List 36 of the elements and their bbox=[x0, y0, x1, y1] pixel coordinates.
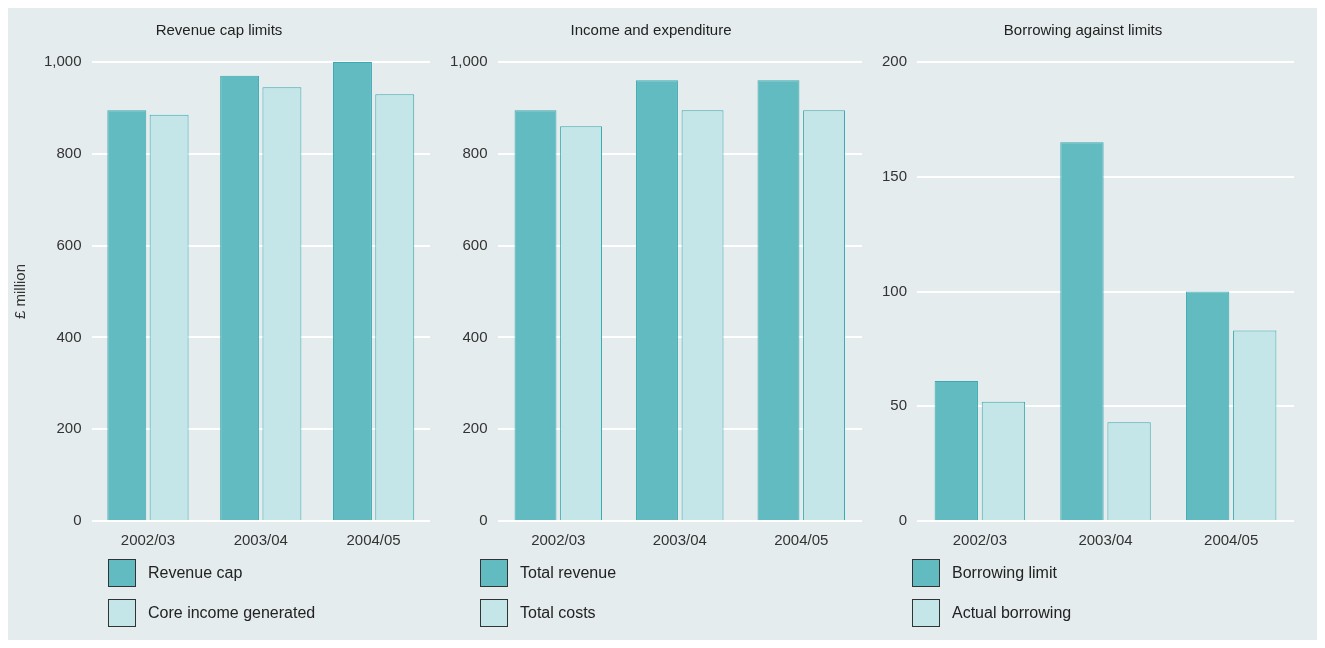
legend-label: Total costs bbox=[520, 604, 596, 622]
x-tick-label: 2002/03 bbox=[120, 531, 176, 549]
chart-title: Income and expenditure bbox=[570, 21, 732, 39]
y-tick-label: 200 bbox=[56, 419, 82, 437]
y-tick-label: 1,000 bbox=[449, 52, 488, 70]
y-tick-label: 200 bbox=[462, 419, 488, 437]
x-tick-label: 2003/04 bbox=[652, 531, 707, 549]
x-tick-label: 2004/05 bbox=[774, 531, 829, 549]
y-tick-label: 1,000 bbox=[43, 52, 82, 70]
y-tick-label: 600 bbox=[462, 235, 488, 253]
y-tick-label: 0 bbox=[479, 511, 488, 529]
x-tick-label: 2004/05 bbox=[346, 531, 401, 549]
legend-label: Total revenue bbox=[520, 564, 617, 582]
legend-label: Core income generated bbox=[148, 604, 316, 622]
chart-title: Revenue cap limits bbox=[155, 21, 283, 39]
y-tick-label: 800 bbox=[56, 143, 82, 161]
y-tick-label: 600 bbox=[56, 235, 82, 253]
x-tick-label: 2003/04 bbox=[1078, 531, 1133, 549]
y-tick-label: 400 bbox=[56, 327, 82, 345]
legend-label: Revenue cap bbox=[148, 564, 243, 582]
y-tick-label: 0 bbox=[73, 511, 82, 529]
legend-label: Actual borrowing bbox=[952, 604, 1072, 622]
y-tick-label: 200 bbox=[882, 52, 908, 70]
y-tick-label: 100 bbox=[882, 281, 908, 299]
y-tick-label: 0 bbox=[898, 511, 908, 529]
x-tick-label: 2004/05 bbox=[1204, 531, 1259, 549]
y-tick-label: 400 bbox=[462, 327, 488, 345]
y-tick-label: 150 bbox=[882, 166, 908, 184]
y-tick-label: 50 bbox=[890, 396, 908, 414]
legend-label: Borrowing limit bbox=[952, 564, 1057, 582]
y-axis-title: £ million bbox=[11, 263, 29, 320]
x-tick-label: 2002/03 bbox=[952, 531, 1007, 549]
x-tick-label: 2002/03 bbox=[531, 531, 586, 549]
chart-title: Borrowing against limits bbox=[1003, 21, 1163, 39]
x-tick-label: 2003/04 bbox=[233, 531, 288, 549]
y-tick-label: 800 bbox=[462, 143, 488, 161]
